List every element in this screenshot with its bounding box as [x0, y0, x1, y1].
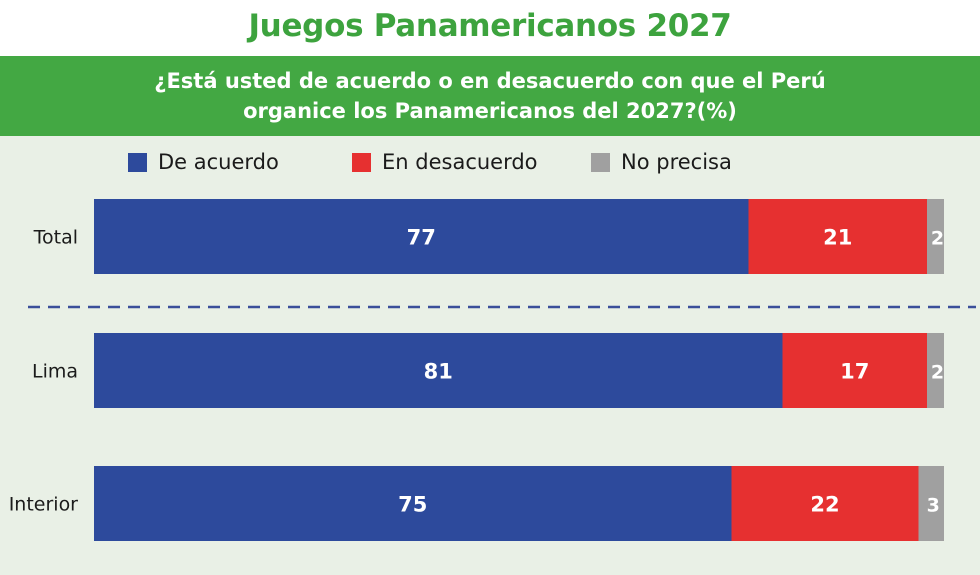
bar-interior-en-desacuerdo: [731, 466, 919, 541]
bar-interior-de-acuerdo: [94, 466, 732, 541]
data-label-interior-de-acuerdo: 75: [398, 493, 427, 517]
bar-lima-en-desacuerdo: [782, 333, 927, 408]
legend-swatch-no-precisa: [591, 152, 610, 172]
legend-item-en-desacuerdo: En desacuerdo: [352, 150, 538, 174]
data-label-total-de-acuerdo: 77: [407, 226, 436, 250]
chart-title: Juegos Panamericanos 2027: [248, 8, 732, 44]
bar-lima-no-precisa: [927, 333, 944, 408]
data-label-total-en-desacuerdo: 21: [823, 226, 852, 250]
bar-total-en-desacuerdo: [748, 199, 927, 274]
bar-total-no-precisa: [927, 199, 944, 274]
category-label-interior: Interior: [9, 494, 78, 516]
question-banner: ¿Está usted de acuerdo o en desacuerdo c…: [0, 56, 980, 136]
legend-label-no-precisa: No precisa: [621, 150, 732, 174]
data-label-total-no-precisa: 2: [931, 228, 944, 250]
legend-item-de-acuerdo: De acuerdo: [128, 150, 279, 174]
legend-swatch-en-desacuerdo: [352, 152, 371, 172]
question-line-1: ¿Está usted de acuerdo o en desacuerdo c…: [154, 69, 826, 93]
bar-lima-de-acuerdo: [94, 333, 783, 408]
legend-item-no-precisa: No precisa: [591, 150, 732, 174]
category-label-total: Total: [33, 227, 78, 249]
data-label-lima-de-acuerdo: 81: [424, 360, 453, 384]
legend-label-de-acuerdo: De acuerdo: [158, 150, 279, 174]
bar-interior-no-precisa: [918, 466, 944, 541]
legend-label-en-desacuerdo: En desacuerdo: [382, 150, 538, 174]
legend-swatch-de-acuerdo: [128, 152, 147, 172]
category-label-lima: Lima: [32, 361, 78, 383]
data-label-interior-no-precisa: 3: [927, 495, 940, 517]
data-label-lima-no-precisa: 2: [931, 362, 944, 384]
data-label-interior-en-desacuerdo: 22: [810, 493, 839, 517]
bar-total-de-acuerdo: [94, 199, 749, 274]
question-line-2: organice los Panamericanos del 2027?(%): [243, 99, 737, 123]
data-label-lima-en-desacuerdo: 17: [840, 360, 869, 384]
